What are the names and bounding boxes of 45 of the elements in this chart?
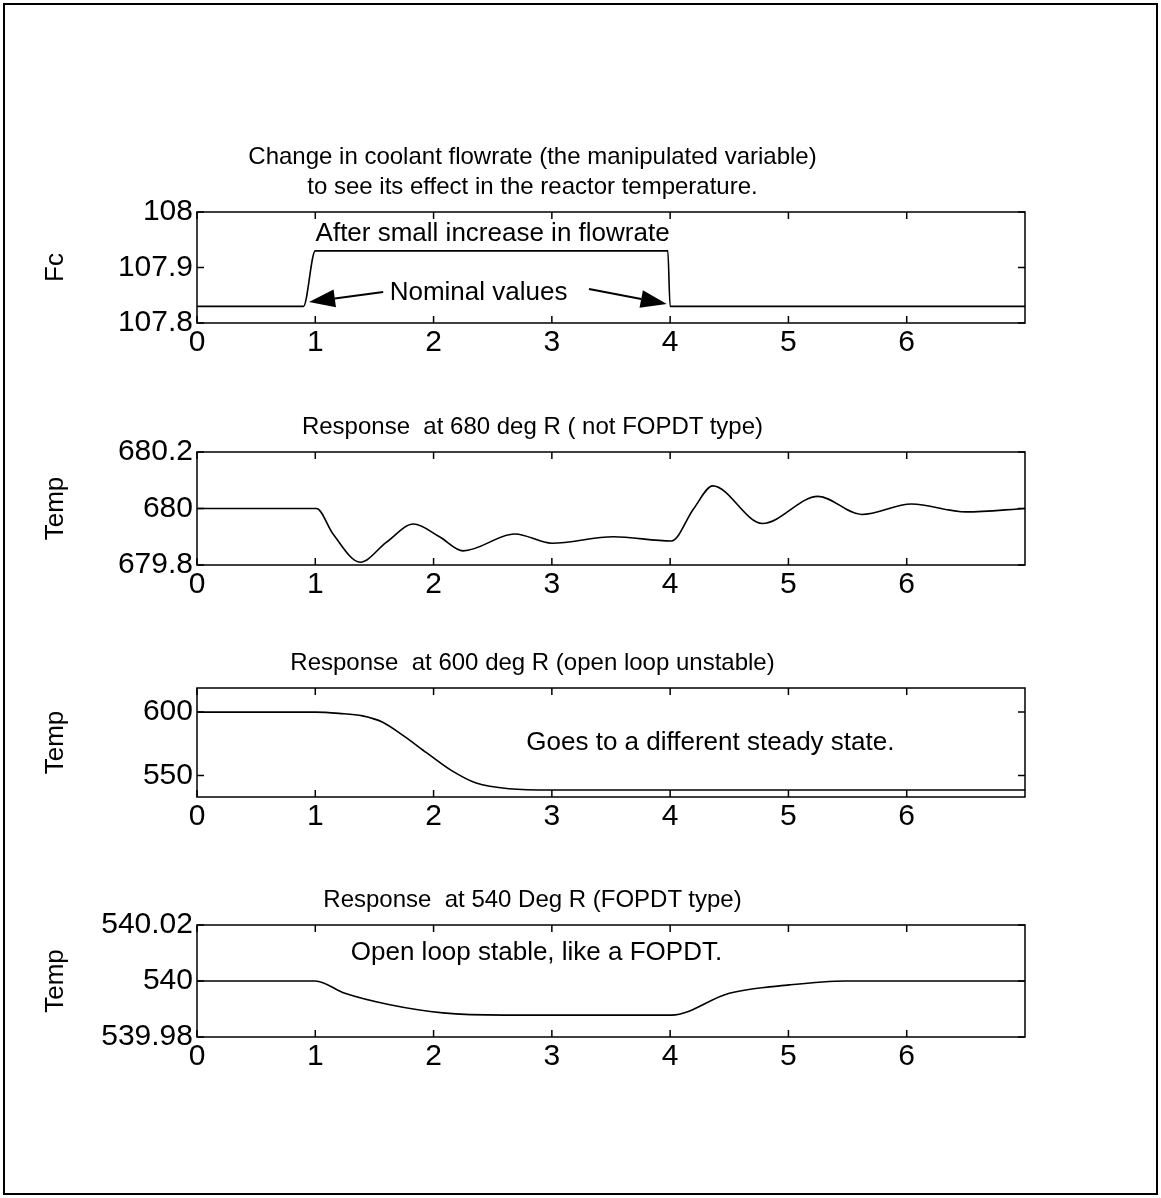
x-tick-label: 2 (425, 1038, 442, 1072)
x-tick-label: 2 (425, 566, 442, 600)
x-tick-label: 6 (898, 1038, 916, 1072)
x-tick-label: 3 (543, 324, 561, 358)
x-tick-label: 5 (780, 324, 797, 358)
y-axis-title: Temp (38, 949, 69, 1013)
x-tick-label: 5 (780, 1038, 797, 1072)
y-tick-label: 550 (142, 756, 193, 790)
x-tick-label: 3 (543, 1038, 561, 1072)
x-tick-label: 5 (780, 798, 797, 832)
x-tick-label: 4 (661, 798, 679, 832)
annotation: Nominal values (389, 275, 568, 306)
x-tick-label: 4 (661, 566, 679, 600)
annotation: Goes to a different steady state. (526, 725, 895, 756)
x-tick-label: 6 (898, 798, 916, 832)
x-tick-label: 2 (425, 324, 442, 358)
chart-title: Response at 680 deg R ( not FOPDT type) (301, 411, 764, 439)
x-tick-label: 4 (661, 324, 679, 358)
x-tick-label: 4 (661, 1038, 679, 1072)
y-tick-label: 108 (142, 193, 193, 227)
x-tick-label: 1 (306, 1038, 324, 1072)
annotation: Open loop stable, like a FOPDT. (350, 936, 723, 967)
y-tick-label: 540 (142, 962, 193, 996)
x-tick-label: 6 (898, 566, 916, 600)
annotation: After small increase in flowrate (315, 217, 670, 248)
x-tick-label: 0 (188, 798, 206, 832)
x-tick-label: 1 (306, 324, 324, 358)
x-tick-label: 1 (306, 566, 324, 600)
x-tick-label: 1 (306, 798, 324, 832)
x-tick-label: 3 (543, 566, 561, 600)
y-tick-label: 680 (142, 489, 193, 523)
x-tick-label: 6 (898, 324, 916, 358)
y-tick-label: 540.02 (101, 906, 193, 940)
chart-title: Change in coolant flowrate (the manipulated variable) to see its effect in the reactor temperature. (248, 141, 817, 199)
x-tick-label: 3 (543, 798, 561, 832)
x-tick-label: 5 (780, 566, 797, 600)
x-tick-label: 2 (425, 798, 442, 832)
chart-title: Response at 540 Deg R (FOPDT type) (323, 884, 742, 912)
y-axis-title: Fc (38, 253, 69, 282)
y-tick-label: 600 (142, 693, 193, 727)
y-axis-title: Temp (38, 476, 69, 541)
y-axis-title: Temp (38, 710, 69, 775)
y-tick-label: 107.9 (117, 248, 193, 282)
chart-title: Response at 600 deg R (open loop unstable) (290, 647, 775, 675)
y-tick-label: 680.2 (117, 433, 193, 467)
